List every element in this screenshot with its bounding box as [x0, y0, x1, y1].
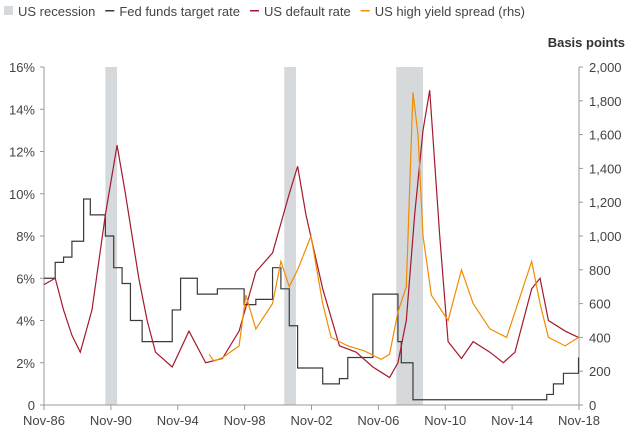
recession-band [396, 67, 424, 405]
series-line-us-high-yield-spread-rhs [208, 92, 579, 362]
x-tick-label: Nov-18 [558, 413, 600, 428]
y2-axis-label: Basis points [548, 35, 625, 50]
y2-tick-label: 200 [589, 364, 611, 379]
series-lines [43, 90, 580, 401]
x-tick-label: Nov-10 [424, 413, 466, 428]
legend-label: US default rate [264, 4, 351, 19]
x-tick-label: Nov-86 [23, 413, 65, 428]
y2-tick-label: 1,000 [589, 229, 622, 244]
recession-bands [105, 67, 424, 405]
legend-swatch [360, 10, 370, 12]
y-tick-label: 6% [16, 271, 35, 286]
y-tick-label: 4% [16, 314, 35, 329]
y-tick-label: 12% [9, 145, 35, 160]
y-tick-label: 10% [9, 187, 35, 202]
axes: Nov-86 Nov-90 Nov-94 Nov-98 Nov-02 Nov-06 Nov-… [9, 60, 622, 428]
series-line-fed-funds-target-rate [44, 198, 580, 401]
y2-tick-label: 600 [589, 297, 611, 312]
y-tick-label: 2% [16, 356, 35, 371]
x-tick-label: Nov-06 [357, 413, 399, 428]
y-tick-label: 14% [9, 102, 35, 117]
x-tick-label: Nov-90 [90, 413, 132, 428]
series-line-us-default-rate [43, 90, 579, 379]
x-tick-label: Nov-98 [224, 413, 266, 428]
recession-band [284, 67, 296, 405]
y-tick-label: 8% [16, 229, 35, 244]
x-tick-label: Nov-02 [291, 413, 333, 428]
y2-tick-label: 1,800 [589, 94, 622, 109]
y2-tick-label: 1,600 [589, 128, 622, 143]
y-tick-label: 16% [9, 60, 35, 75]
legend-label: US recession [18, 4, 95, 19]
y2-tick-label: 800 [589, 263, 611, 278]
y2-tick-label: 400 [589, 330, 611, 345]
y2-tick-label: 1,400 [589, 161, 622, 176]
y2-tick-label: 1,200 [589, 195, 622, 210]
legend-label: Fed funds target rate [119, 4, 240, 19]
y2-tick-label: 2,000 [589, 60, 622, 75]
legend-label: US high yield spread (rhs) [375, 4, 525, 19]
y-tick-label: 0 [28, 398, 35, 413]
legend: US recession Fed funds target rate US defa… [4, 4, 525, 19]
x-tick-label: Nov-94 [157, 413, 199, 428]
x-tick-label: Nov-14 [491, 413, 533, 428]
legend-swatch [4, 6, 13, 15]
legend-swatch [105, 10, 115, 12]
y2-tick-label: 0 [589, 398, 596, 413]
legend-swatch [250, 10, 259, 12]
